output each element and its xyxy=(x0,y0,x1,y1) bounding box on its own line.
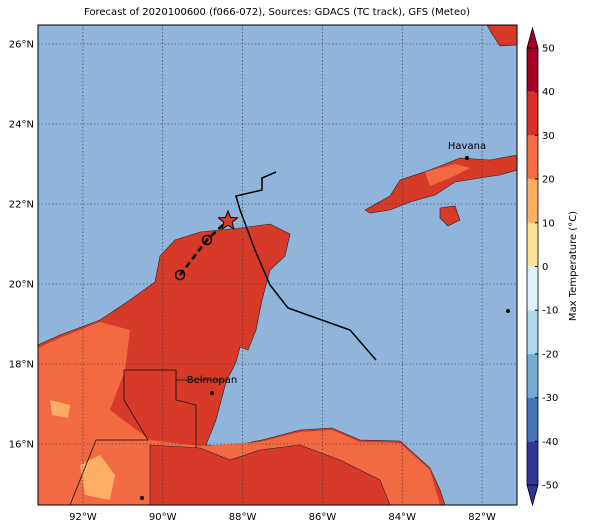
track-point xyxy=(201,234,213,246)
map: Havana Belmopan xyxy=(37,24,518,506)
colorbar-tick-label: 10 xyxy=(542,218,555,229)
land-hot xyxy=(149,444,391,505)
colorbar-band xyxy=(527,222,538,267)
land-mild xyxy=(50,400,115,500)
colorbar-tick-label: 50 xyxy=(542,44,555,55)
city-dot xyxy=(210,391,214,395)
forecast-track xyxy=(179,219,229,276)
x-tick-label: 84°W xyxy=(388,512,416,523)
y-tick-label: 18°N xyxy=(9,360,34,371)
colorbar-tick-label: -40 xyxy=(542,437,558,448)
colorbar-tick-label: -30 xyxy=(542,393,558,404)
colorbar-label: Max Temperature (°C) xyxy=(568,211,579,321)
colorbar-band xyxy=(527,266,538,311)
colorbar-band xyxy=(527,179,538,223)
colorbar: -50 -40 -30 -20 -10 0 10 20 30 40 50 xyxy=(526,26,558,507)
track-point xyxy=(174,269,186,281)
land-warm xyxy=(38,322,440,505)
x-tick-label: 92°W xyxy=(69,512,97,523)
colorbar-tick-label: 40 xyxy=(542,87,555,98)
y-tick-label: 16°N xyxy=(9,440,34,451)
city-dot xyxy=(465,156,469,160)
colorbar-band xyxy=(527,91,538,136)
y-tick-label: 20°N xyxy=(9,280,34,291)
x-tick-label: 86°W xyxy=(309,512,337,523)
colorbar-band xyxy=(527,441,538,485)
borders xyxy=(69,369,228,505)
colorbar-tick-label: 20 xyxy=(542,175,555,186)
colorbar-band xyxy=(527,397,538,442)
x-tick-label: 88°W xyxy=(229,512,257,523)
colorbar-band xyxy=(527,310,538,354)
cuba xyxy=(364,154,517,214)
colorbar-extend xyxy=(526,26,539,49)
city-dot xyxy=(140,496,144,500)
cuba-warm xyxy=(425,164,470,186)
colorbar-tick-label: 0 xyxy=(542,262,548,273)
colorbar-extend xyxy=(526,484,539,507)
colorbar-tick-label: -10 xyxy=(542,306,558,317)
colorbar-band xyxy=(527,48,538,92)
isla-juventud xyxy=(439,205,461,227)
colorbar-band xyxy=(527,353,538,398)
y-tick-label: 22°N xyxy=(9,200,34,211)
storm-position xyxy=(217,209,239,231)
city-label: Havana xyxy=(448,141,486,152)
title: Forecast of 2020100600 (f066-072), Sourc… xyxy=(84,7,470,18)
y-tick-label: 24°N xyxy=(9,120,34,131)
colorbar-band xyxy=(527,135,538,180)
tc-track xyxy=(235,171,377,361)
colorbar-tick-label: 30 xyxy=(542,131,555,142)
map-frame xyxy=(37,24,518,506)
colorbar-tick-label: -50 xyxy=(542,481,558,492)
city-label: Belmopan xyxy=(187,375,237,386)
x-tick-label: 82°W xyxy=(468,512,496,523)
florida xyxy=(486,25,517,47)
city-dot xyxy=(506,309,510,313)
x-tick-label: 90°W xyxy=(149,512,177,523)
colorbar-tick-label: -20 xyxy=(542,349,558,360)
y-tick-label: 26°N xyxy=(9,40,34,51)
